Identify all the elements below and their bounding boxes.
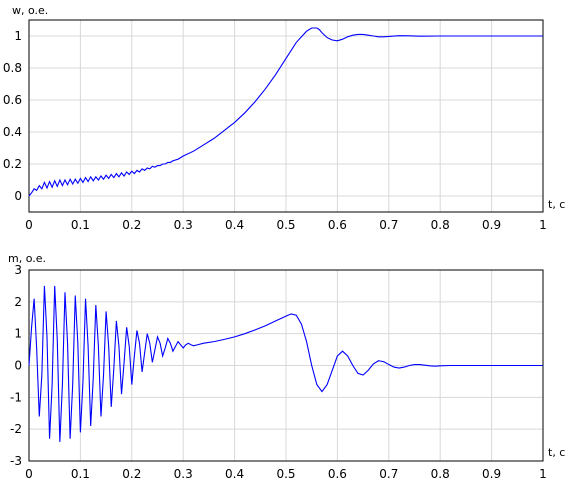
x-tick-label: 0.4 bbox=[225, 467, 244, 481]
x-tick-label: 0.6 bbox=[328, 218, 347, 232]
y-tick-label: 0 bbox=[14, 359, 22, 373]
y-tick-label: 0.6 bbox=[3, 93, 22, 107]
x-tick-label: 0 bbox=[25, 218, 33, 232]
x-tick-label: 0.3 bbox=[174, 467, 193, 481]
x-tick-label: 0.1 bbox=[71, 467, 90, 481]
x-tick-label: 0.7 bbox=[379, 467, 398, 481]
y-tick-label: -3 bbox=[10, 454, 22, 468]
y-tick-label: 0 bbox=[14, 189, 22, 203]
y-tick-label: 1 bbox=[14, 327, 22, 341]
x-axis-label: t, c bbox=[548, 446, 565, 459]
x-tick-label: 0.4 bbox=[225, 218, 244, 232]
y-tick-label: 0.4 bbox=[3, 125, 22, 139]
x-tick-label: 0.5 bbox=[276, 218, 295, 232]
plot-frame bbox=[28, 19, 544, 213]
series-line bbox=[28, 27, 543, 197]
y-axis-label: w, o.e. bbox=[12, 4, 48, 17]
y-tick-label: 2 bbox=[14, 295, 22, 309]
x-axis-label: t, c bbox=[548, 198, 565, 211]
x-tick-label: 1 bbox=[539, 218, 547, 232]
y-tick-label: 0.8 bbox=[3, 61, 22, 75]
x-tick-label: 0.9 bbox=[482, 467, 501, 481]
x-tick-label: 0.6 bbox=[328, 467, 347, 481]
x-tick-label: 0.9 bbox=[482, 218, 501, 232]
y-tick-label: 1 bbox=[14, 29, 22, 43]
series-line bbox=[28, 285, 543, 442]
y-axis-label: m, o.e. bbox=[8, 252, 46, 265]
velocity-chart: 0 0.1 0.2 0.3 0.4 0.5 0.6 0.7 0.8 0.9 1 0 0.2 0.4 0.6 0… bbox=[3, 4, 565, 232]
y-tick-label: 3 bbox=[14, 263, 22, 277]
torque-chart: 0 0.1 0.2 0.3 0.4 0.5 0.6 0.7 0.8 0.9 1 -3 -2 -1 0 1 2 3m… bbox=[8, 252, 565, 481]
y-tick-label: -2 bbox=[10, 422, 22, 436]
y-tick-label: 0.2 bbox=[3, 157, 22, 171]
x-tick-label: 0.2 bbox=[122, 467, 141, 481]
x-tick-label: 0.8 bbox=[431, 218, 450, 232]
x-tick-label: 0 bbox=[25, 467, 33, 481]
x-tick-label: 0.1 bbox=[71, 218, 90, 232]
x-tick-label: 0.2 bbox=[122, 218, 141, 232]
x-tick-label: 0.3 bbox=[174, 218, 193, 232]
x-tick-label: 0.7 bbox=[379, 218, 398, 232]
x-tick-label: 0.5 bbox=[276, 467, 295, 481]
x-tick-label: 1 bbox=[539, 467, 547, 481]
y-tick-label: -1 bbox=[10, 390, 22, 404]
x-tick-label: 0.8 bbox=[431, 467, 450, 481]
